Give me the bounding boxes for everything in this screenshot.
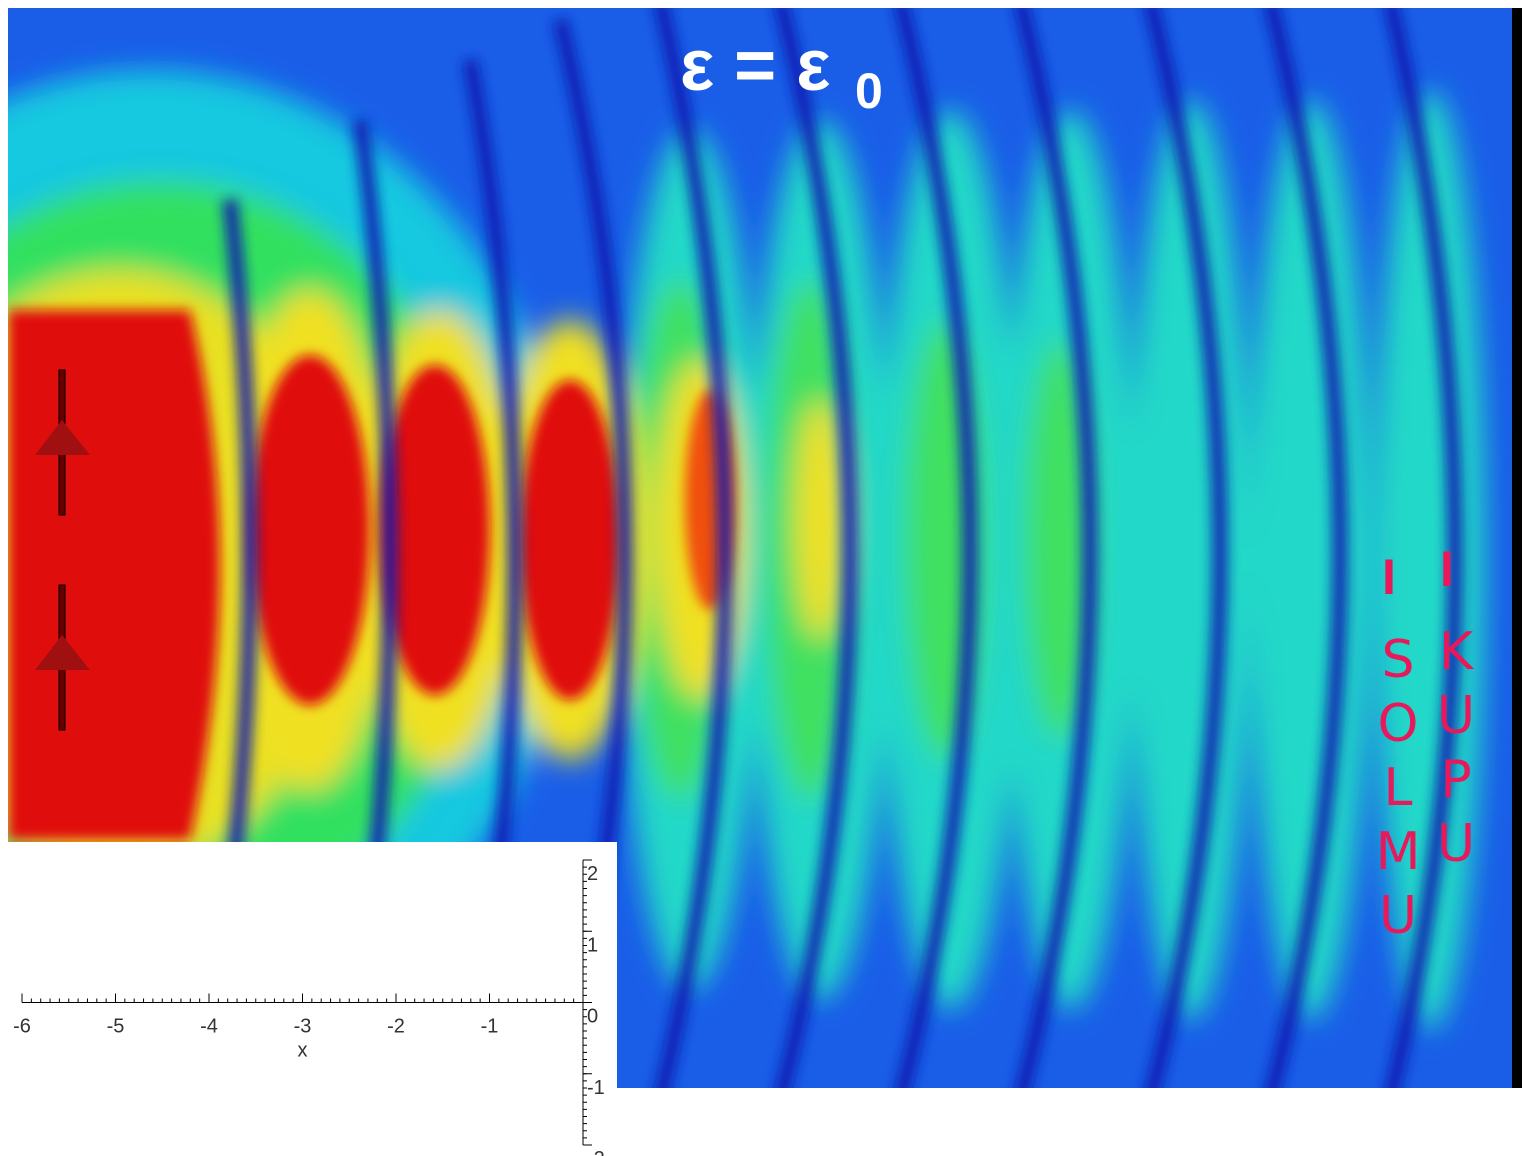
annotation-word: KUPU <box>1426 622 1486 878</box>
x-tick-label: -5 <box>107 1016 125 1038</box>
x-tick-label: -2 <box>387 1016 405 1038</box>
annotation-mark: I <box>1382 549 1396 605</box>
y-tick-label: -1 <box>587 1077 605 1099</box>
x-tick-label: -4 <box>200 1016 218 1038</box>
wave-field <box>8 8 1512 1088</box>
y-tick-label: 1 <box>587 934 598 956</box>
title-subscript: 0 <box>855 63 883 119</box>
annotation-word: SOLMU <box>1368 630 1428 950</box>
y-tick-label: 2 <box>587 863 598 885</box>
annotation-mark: I <box>1440 541 1454 597</box>
x-tick-label: -6 <box>13 1016 31 1038</box>
y-tick-label: -2 <box>587 1148 605 1156</box>
inset-background <box>0 842 617 1156</box>
x-axis-label: x <box>298 1040 308 1062</box>
dipole <box>35 369 90 731</box>
title: ε = ε <box>680 26 830 106</box>
x-tick-label: -1 <box>481 1016 499 1038</box>
inset-axes: -6 -5 -4 -3 -2 -1 -2 -1 0 1 2 x <box>13 859 605 1156</box>
x-tick-label: -3 <box>294 1016 312 1038</box>
y-tick-label: 0 <box>587 1006 598 1028</box>
